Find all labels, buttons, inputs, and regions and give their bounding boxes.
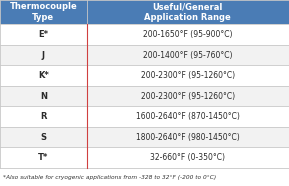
Text: Useful/General
Application Range: Useful/General Application Range [144, 2, 231, 22]
Text: 200-1650°F (95-900°C): 200-1650°F (95-900°C) [143, 30, 233, 39]
Bar [0, 0, 289, 24]
Text: 200-2300°F (95-1260°C): 200-2300°F (95-1260°C) [141, 71, 235, 80]
Bar [0, 24, 289, 45]
Bar [0, 45, 289, 65]
Text: T*: T* [38, 153, 49, 162]
Text: 200-1400°F (95-760°C): 200-1400°F (95-760°C) [143, 51, 233, 60]
Bar [0, 65, 289, 86]
Bar [0, 147, 289, 168]
Text: *Also suitable for cryogenic applications from -328 to 32°F (-200 to 0°C): *Also suitable for cryogenic application… [3, 174, 216, 179]
Text: S: S [40, 133, 46, 142]
Text: 1800-2640°F (980-1450°C): 1800-2640°F (980-1450°C) [136, 133, 240, 142]
Text: K*: K* [38, 71, 49, 80]
Text: N: N [40, 92, 47, 101]
Text: E*: E* [38, 30, 49, 39]
Text: Thermocouple
Type: Thermocouple Type [10, 2, 77, 22]
Bar [0, 86, 289, 106]
Bar [0, 106, 289, 127]
Text: 1600-2640°F (870-1450°C): 1600-2640°F (870-1450°C) [136, 112, 240, 121]
Text: R: R [40, 112, 47, 121]
Text: J: J [42, 51, 45, 60]
Text: 32-660°F (0-350°C): 32-660°F (0-350°C) [150, 153, 225, 162]
Bar [0, 127, 289, 147]
Text: 200-2300°F (95-1260°C): 200-2300°F (95-1260°C) [141, 92, 235, 101]
